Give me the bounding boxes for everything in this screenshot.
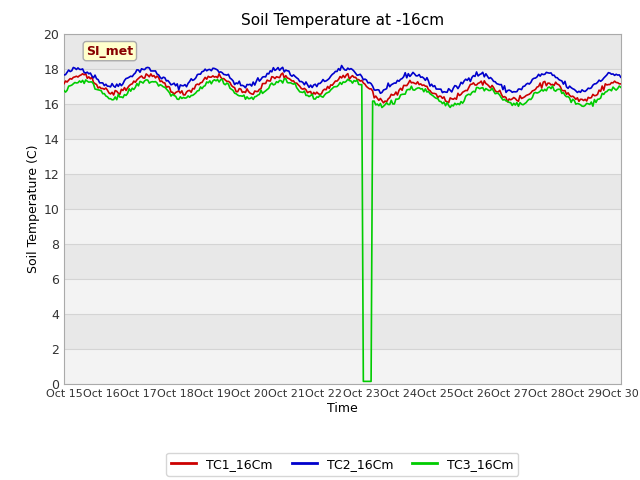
Bar — [64, 139, 621, 174]
Bar — [64, 69, 621, 104]
Bar — [64, 349, 621, 384]
Bar — [64, 279, 621, 314]
Y-axis label: Soil Temperature (C): Soil Temperature (C) — [28, 144, 40, 273]
Legend: TC1_16Cm, TC2_16Cm, TC3_16Cm: TC1_16Cm, TC2_16Cm, TC3_16Cm — [166, 453, 518, 476]
X-axis label: Time: Time — [327, 402, 358, 415]
Bar — [64, 209, 621, 244]
Title: Soil Temperature at -16cm: Soil Temperature at -16cm — [241, 13, 444, 28]
Text: SI_met: SI_met — [86, 45, 133, 58]
